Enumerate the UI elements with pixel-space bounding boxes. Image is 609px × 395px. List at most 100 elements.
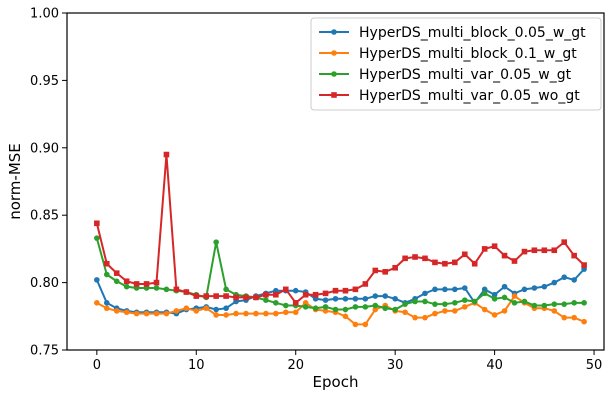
data-point — [302, 300, 309, 306]
data-point — [452, 300, 458, 306]
data-point — [432, 301, 438, 307]
data-point — [113, 278, 120, 285]
y-tick-label: 0.75 — [30, 344, 59, 359]
y-axis-label: norm-MSE — [6, 143, 24, 220]
data-point — [143, 281, 150, 287]
data-point — [432, 286, 438, 293]
data-point — [541, 247, 548, 254]
data-point — [581, 300, 587, 306]
legend-box — [310, 17, 602, 111]
data-point — [422, 314, 428, 321]
data-point — [273, 291, 279, 298]
data-point — [292, 287, 299, 294]
data-point — [461, 297, 468, 303]
data-point — [491, 295, 498, 302]
plot-frame — [66, 12, 605, 351]
data-point — [163, 151, 170, 158]
data-point — [521, 286, 528, 293]
data-point — [203, 293, 210, 299]
data-point — [193, 293, 200, 299]
data-point — [113, 270, 120, 276]
data-point — [581, 318, 587, 325]
data-point — [173, 308, 180, 314]
data-point — [432, 259, 438, 266]
data-point — [312, 291, 319, 298]
data-point — [571, 314, 577, 321]
data-point — [452, 286, 458, 293]
data-point — [471, 298, 478, 305]
data-point — [123, 278, 130, 285]
legend-label: HyperDS_multi_block_0.1_w_gt — [359, 46, 577, 62]
data-point — [223, 286, 229, 293]
data-point — [402, 301, 408, 307]
data-point — [123, 309, 130, 316]
data-point — [561, 314, 568, 321]
data-point — [461, 304, 468, 310]
data-point — [322, 297, 329, 303]
data-point — [292, 309, 299, 316]
series-1 — [94, 293, 587, 328]
y-tick-label: 1.00 — [30, 7, 59, 22]
data-point — [561, 274, 568, 281]
data-point — [481, 246, 488, 252]
legend-item: HyperDS_multi_var_0.05_w_gt — [319, 67, 572, 83]
data-point — [183, 305, 190, 312]
data-point — [153, 310, 160, 317]
data-point — [223, 293, 229, 299]
data-point — [312, 305, 319, 312]
data-point — [153, 279, 160, 286]
data-point — [163, 286, 170, 293]
data-point — [531, 302, 538, 309]
data-point — [442, 301, 448, 307]
x-tick-label: 10 — [188, 358, 205, 373]
data-point — [94, 235, 100, 241]
data-point — [442, 260, 448, 267]
data-point — [382, 293, 389, 299]
data-point — [541, 283, 548, 290]
data-point — [422, 255, 428, 262]
data-point — [452, 259, 458, 266]
data-point — [541, 302, 548, 309]
data-point — [302, 291, 309, 298]
legend-marker — [331, 50, 337, 56]
legend-label: HyperDS_multi_var_0.05_w_gt — [359, 67, 572, 83]
data-point — [581, 262, 587, 268]
legend-item: HyperDS_multi_block_0.05_w_gt — [319, 25, 586, 41]
data-point — [382, 269, 389, 275]
data-point — [302, 304, 309, 310]
data-point — [372, 302, 379, 309]
data-point — [133, 310, 140, 317]
data-point — [253, 294, 259, 301]
x-tick-label: 20 — [287, 358, 304, 373]
data-point — [223, 305, 229, 312]
data-point — [392, 264, 398, 271]
data-point — [432, 310, 438, 317]
data-point — [273, 310, 279, 317]
legend-item: HyperDS_multi_block_0.1_w_gt — [319, 46, 577, 62]
data-point — [342, 306, 349, 313]
x-axis: 0 10 20 30 40 50 — [93, 350, 603, 373]
data-point — [352, 286, 359, 293]
data-point — [203, 305, 210, 312]
data-point — [332, 287, 339, 294]
data-point — [422, 290, 428, 297]
data-point — [103, 300, 110, 306]
data-point — [103, 271, 110, 278]
legend: HyperDS_multi_block_0.05_w_gt HyperDS_mul… — [310, 17, 602, 111]
data-point — [113, 308, 120, 314]
x-tick-label: 50 — [586, 358, 603, 373]
data-point — [372, 306, 379, 313]
data-point — [412, 298, 418, 305]
data-point — [362, 321, 369, 328]
data-point — [551, 308, 558, 314]
data-point — [123, 283, 130, 290]
data-point — [273, 300, 279, 306]
legend-marker — [331, 71, 337, 77]
data-point — [481, 286, 488, 293]
data-point — [551, 247, 558, 254]
y-tick-label: 0.80 — [30, 276, 59, 291]
data-point — [362, 281, 369, 287]
data-point — [551, 301, 558, 307]
data-point — [501, 308, 508, 314]
